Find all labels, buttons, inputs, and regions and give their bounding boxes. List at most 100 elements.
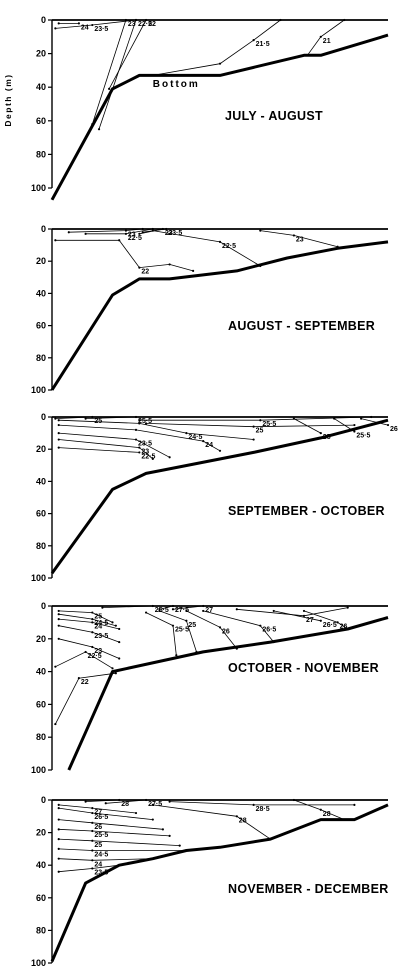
y-tick-label: 80	[36, 541, 46, 551]
isotherm-point	[54, 665, 57, 668]
bottom-profile	[50, 240, 389, 391]
isotherm-point	[134, 415, 138, 419]
isotherm-point	[144, 611, 148, 614]
isotherm-label: 25	[94, 842, 102, 849]
isotherm-point	[386, 423, 390, 427]
panel-title: AUGUST - SEPTEMBER	[228, 319, 375, 333]
y-tick-label: 80	[36, 353, 46, 363]
isotherm-label: 25	[256, 428, 264, 435]
isotherm-point	[134, 438, 138, 441]
isotherm-point	[57, 803, 60, 806]
isotherm-point	[252, 425, 255, 428]
isotherm-point	[319, 619, 322, 622]
isotherm-label: 23·5	[138, 441, 152, 448]
y-tick-label: 60	[36, 509, 46, 519]
isotherm-point	[118, 657, 121, 660]
isotherm-point	[144, 422, 148, 425]
isotherm-line	[58, 419, 254, 440]
isotherm-point	[57, 419, 60, 422]
panel-title: OCTOBER - NOVEMBER	[228, 661, 379, 675]
isotherm-point	[77, 677, 80, 680]
isotherm-point	[218, 449, 222, 452]
isotherm-point	[91, 631, 94, 634]
isotherm-point	[168, 263, 171, 266]
isotherm-point	[84, 232, 87, 235]
isotherm-point	[279, 18, 282, 22]
isotherm-point	[218, 240, 222, 243]
isotherm-label: 24	[94, 861, 102, 868]
isotherm-point	[151, 229, 154, 232]
isotherm-point	[158, 609, 161, 613]
isotherm-label: 22·5	[88, 653, 102, 660]
isotherm-point	[144, 798, 148, 802]
isotherm-label: 24·5	[94, 620, 108, 627]
isotherm-point	[141, 227, 144, 231]
isotherm-point	[336, 621, 339, 624]
isotherm-point	[161, 828, 164, 831]
isotherm-label: 25	[94, 614, 102, 621]
isotherm-line	[159, 605, 174, 610]
isotherm-point	[252, 39, 255, 42]
y-tick-label: 0	[41, 15, 46, 25]
isotherm-point	[57, 609, 60, 613]
y-tick-label: 0	[41, 412, 46, 422]
isotherm-point	[343, 18, 346, 22]
isotherm-point	[54, 239, 57, 242]
isotherm-line	[108, 19, 147, 90]
isotherm-point	[97, 128, 101, 131]
isotherm-point	[91, 811, 94, 815]
isotherm-label: 21·5	[256, 41, 270, 48]
isotherm-point	[202, 604, 205, 608]
isotherm-point	[168, 800, 171, 803]
bottom-profile	[50, 418, 389, 575]
isotherm-point	[57, 838, 60, 841]
isotherm-line	[169, 801, 355, 806]
isotherm-point	[134, 428, 138, 431]
isotherm-point	[353, 423, 356, 427]
isotherm-point	[124, 229, 128, 232]
isotherm-line	[58, 625, 120, 643]
isotherm-point	[57, 438, 60, 441]
isotherm-label: 28	[239, 817, 247, 824]
isotherm-point	[138, 232, 141, 235]
isotherm-point	[192, 269, 195, 272]
isotherm-label: 24	[205, 442, 213, 449]
y-tick-label: 100	[31, 958, 46, 968]
isotherm-line	[58, 447, 140, 453]
bottom-profile	[67, 616, 389, 771]
isotherm-label: 25·5	[262, 421, 276, 428]
isotherm-point	[91, 821, 94, 824]
isotherm-point	[235, 815, 238, 818]
y-tick-label: 20	[36, 49, 46, 59]
isotherm-point	[138, 266, 141, 269]
y-tick-label: 60	[36, 116, 46, 126]
isotherm-label: 23	[94, 648, 102, 655]
isotherm-point	[171, 624, 175, 627]
isotherm-label: 23	[128, 232, 136, 239]
isotherm-point	[144, 18, 148, 22]
isotherm-point	[57, 432, 60, 435]
isotherm-point	[118, 627, 121, 631]
isotherm-point	[272, 609, 275, 613]
isotherm-point	[111, 621, 114, 624]
isotherm-label: 23·5	[94, 633, 108, 640]
isotherm-point	[292, 234, 296, 237]
isotherm-point	[151, 604, 154, 608]
y-tick-label: 40	[36, 288, 46, 298]
isotherm-line	[172, 605, 204, 610]
isotherm-label: 22·5	[138, 21, 152, 28]
isotherm-point	[138, 419, 141, 422]
isotherm-point	[151, 818, 154, 821]
isotherm-point	[370, 415, 373, 419]
panel-1: 0 20 40 60 80 100 24 23·5 23 22·522 21·5 21 Bottom JU…	[31, 15, 389, 201]
y-tick-label: 60	[36, 893, 46, 903]
isotherm-point	[302, 609, 306, 613]
bottom-profile	[50, 803, 389, 962]
isotherm-point	[138, 422, 141, 425]
isotherm-point	[91, 807, 94, 810]
isotherm-label: 25·5	[94, 832, 108, 839]
isotherm-point	[77, 22, 80, 25]
isotherm-point	[141, 231, 144, 234]
isotherm-point	[111, 667, 114, 670]
